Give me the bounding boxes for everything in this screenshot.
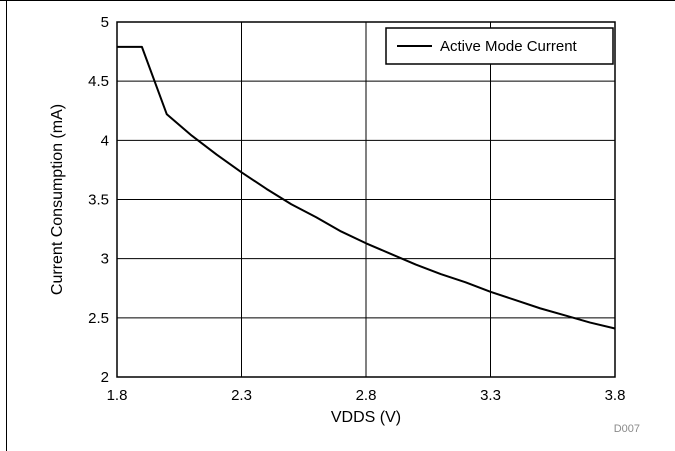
x-tick-label: 1.8	[107, 387, 128, 404]
y-tick-label: 2.5	[88, 310, 109, 327]
y-tick-label: 5	[101, 14, 109, 31]
frame-left-border	[6, 0, 7, 451]
x-tick-label: 3.3	[480, 387, 501, 404]
y-tick-label: 4	[101, 132, 109, 149]
figure-code: D007	[614, 423, 640, 435]
x-axis-title: VDDS (V)	[331, 409, 401, 426]
legend: Active Mode Current	[385, 27, 614, 65]
y-tick-label: 3	[101, 251, 109, 268]
y-tick-label: 2	[101, 369, 109, 386]
x-tick-labels: 1.8 2.3 2.8 3.3 3.8	[107, 387, 626, 404]
x-tick-label: 2.3	[231, 387, 252, 404]
x-tick-label: 2.8	[356, 387, 377, 404]
x-tick-label: 3.8	[605, 387, 626, 404]
grid	[116, 21, 616, 378]
y-tick-label: 4.5	[88, 73, 109, 90]
series-layer	[117, 45, 616, 330]
plot-area	[116, 21, 616, 378]
y-tick-labels: 2 2.5 3 3.5 4 4.5 5	[88, 14, 109, 386]
frame-top-border	[0, 0, 675, 1]
series-line	[117, 45, 616, 330]
y-axis-title: Current Consumption (mA)	[49, 104, 66, 295]
legend-label: Active Mode Current	[440, 38, 578, 55]
y-tick-label: 3.5	[88, 192, 109, 209]
